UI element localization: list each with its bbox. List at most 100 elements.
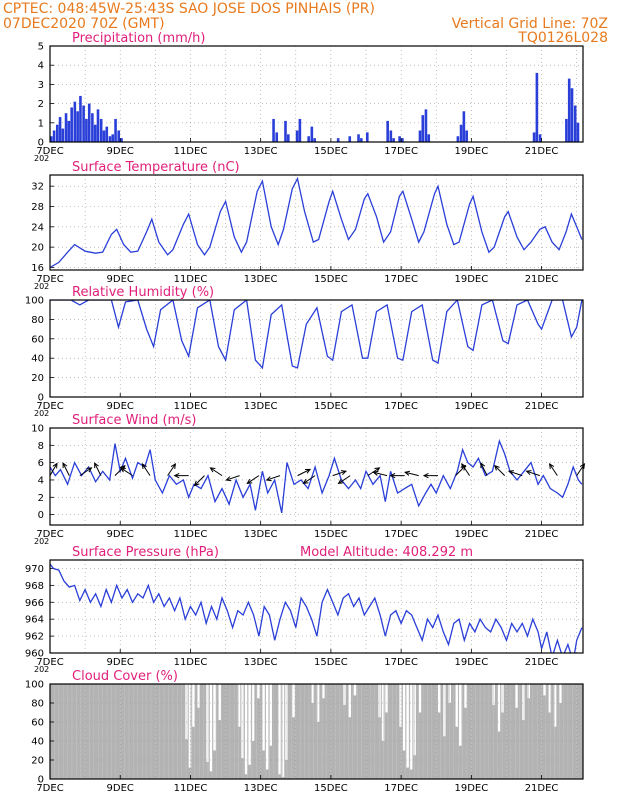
- precip-bar: [570, 88, 574, 142]
- precip-bar: [459, 124, 463, 142]
- wind-arrow-head: [302, 478, 309, 485]
- cloud-gap: [464, 684, 467, 708]
- panel-frame: [49, 45, 584, 143]
- y-tick-label: 20: [31, 373, 44, 384]
- wind-arrow: [141, 463, 151, 476]
- precip-bar: [310, 126, 314, 142]
- y-tick-label: 0: [38, 775, 44, 786]
- x-tick-label: 19DEC: [454, 146, 488, 157]
- x-tick-label: 13DEC: [244, 529, 278, 540]
- wind-arrow: [167, 463, 176, 476]
- precip-bar: [67, 120, 71, 142]
- wind-arrow: [461, 463, 471, 476]
- x-year-label: 202: [34, 154, 49, 163]
- panel-annotation: Model Altitude: 408.292 m: [300, 545, 473, 560]
- panel-title: Cloud Cover (%): [72, 669, 178, 684]
- precip-bar: [456, 136, 460, 142]
- precip-bar: [565, 118, 568, 142]
- x-tick-label: 17DEC: [384, 401, 418, 412]
- wind-arrow: [338, 475, 351, 484]
- x-tick-label: 19DEC: [454, 401, 488, 412]
- precip-bar: [275, 132, 279, 142]
- precip-bar: [284, 120, 287, 142]
- panel-frame: [49, 427, 584, 526]
- y-tick-label: 968: [25, 581, 44, 592]
- panel-cloud-cover: 0 20 40 60 80 100 7DEC 9DEC 11DEC 13DEC 15DEC 17DEC…: [25, 669, 584, 794]
- wind-arrow-head: [141, 463, 147, 470]
- wind-arrow-head: [62, 462, 68, 469]
- cloud-gap: [492, 684, 495, 705]
- x-tick-label: 21DEC: [525, 783, 559, 794]
- wind-arrow: [526, 470, 540, 477]
- precip-bar: [298, 118, 302, 142]
- x-tick-label: 7DEC: [36, 401, 63, 412]
- precip-bar: [73, 101, 77, 142]
- wind-arrow-head: [374, 467, 381, 473]
- wind-arrow: [303, 475, 316, 484]
- y-tick-label: 60: [31, 718, 44, 729]
- cloud-gap: [244, 684, 248, 775]
- precip-bar: [389, 130, 393, 142]
- cloud-gap: [192, 684, 195, 727]
- y-tick-label: 80: [31, 315, 44, 326]
- wind-arrow-head: [422, 473, 429, 479]
- precip-bar: [50, 136, 53, 142]
- wind-arrow: [226, 475, 240, 481]
- y-tick-label: 16: [31, 263, 44, 274]
- cloud-gap: [501, 684, 504, 713]
- cloud-gap: [402, 684, 406, 751]
- x-tick-label: 11DEC: [174, 274, 208, 285]
- x-tick-label: 15DEC: [314, 529, 348, 540]
- cloud-gap: [237, 684, 241, 727]
- x-tick-label: 21DEC: [525, 274, 559, 285]
- precip-bar: [96, 109, 100, 142]
- wind-arrow-head: [193, 480, 200, 487]
- y-tick-label: 4: [38, 475, 44, 486]
- y-tick-label: 2: [38, 493, 44, 504]
- x-tick-label: 9DEC: [107, 529, 134, 540]
- cloud-gap: [348, 684, 351, 718]
- x-year-label: 202: [34, 409, 49, 418]
- y-tick-label: 5: [38, 42, 44, 53]
- y-tick-label: 966: [25, 598, 44, 609]
- wind-arrow: [549, 463, 558, 476]
- cloud-gap: [418, 684, 422, 713]
- wind-arrow-head: [119, 464, 126, 471]
- precip-bar: [87, 103, 91, 142]
- cloud-gap: [381, 684, 385, 741]
- x-tick-label: 13DEC: [244, 401, 278, 412]
- cloud-gap: [278, 684, 281, 775]
- y-tick-label: 28: [31, 202, 44, 213]
- precip-bar: [287, 134, 290, 142]
- pressure-line: [50, 563, 583, 653]
- wind-arrow: [114, 465, 126, 476]
- precip-bar: [111, 134, 115, 142]
- wind-arrow-head: [372, 470, 379, 476]
- x-tick-label: 11DEC: [174, 401, 208, 412]
- x-year-label: 202: [34, 537, 49, 546]
- wind-arrow: [246, 475, 260, 484]
- wind-arrow-head: [548, 463, 555, 470]
- y-tick-label: 8: [38, 441, 44, 452]
- cloud-gap: [197, 684, 200, 708]
- precip-bar: [64, 113, 68, 142]
- y-tick-label: 0: [38, 138, 44, 149]
- precip-bar: [108, 136, 112, 142]
- x-tick-label: 21DEC: [525, 529, 559, 540]
- cloud-gap: [497, 684, 501, 732]
- x-tick-label: 9DEC: [107, 401, 134, 412]
- x-tick-label: 17DEC: [384, 783, 418, 794]
- x-tick-label: 13DEC: [244, 783, 278, 794]
- station-header: CPTEC: 048:45W-25:43S SAO JOSE DOS PINHA…: [3, 1, 375, 17]
- wind-arrow: [120, 467, 133, 477]
- wind-arrow: [404, 471, 419, 477]
- wind-arrow-head: [579, 463, 586, 470]
- cloud-gap: [218, 684, 222, 721]
- y-tick-label: 32: [31, 182, 44, 193]
- y-tick-label: 3: [38, 80, 44, 91]
- wind-arrow: [480, 462, 488, 476]
- wind-arrow: [297, 468, 311, 477]
- x-tick-label: 15DEC: [314, 783, 348, 794]
- precip-bar: [538, 134, 542, 142]
- precip-bar: [117, 130, 121, 142]
